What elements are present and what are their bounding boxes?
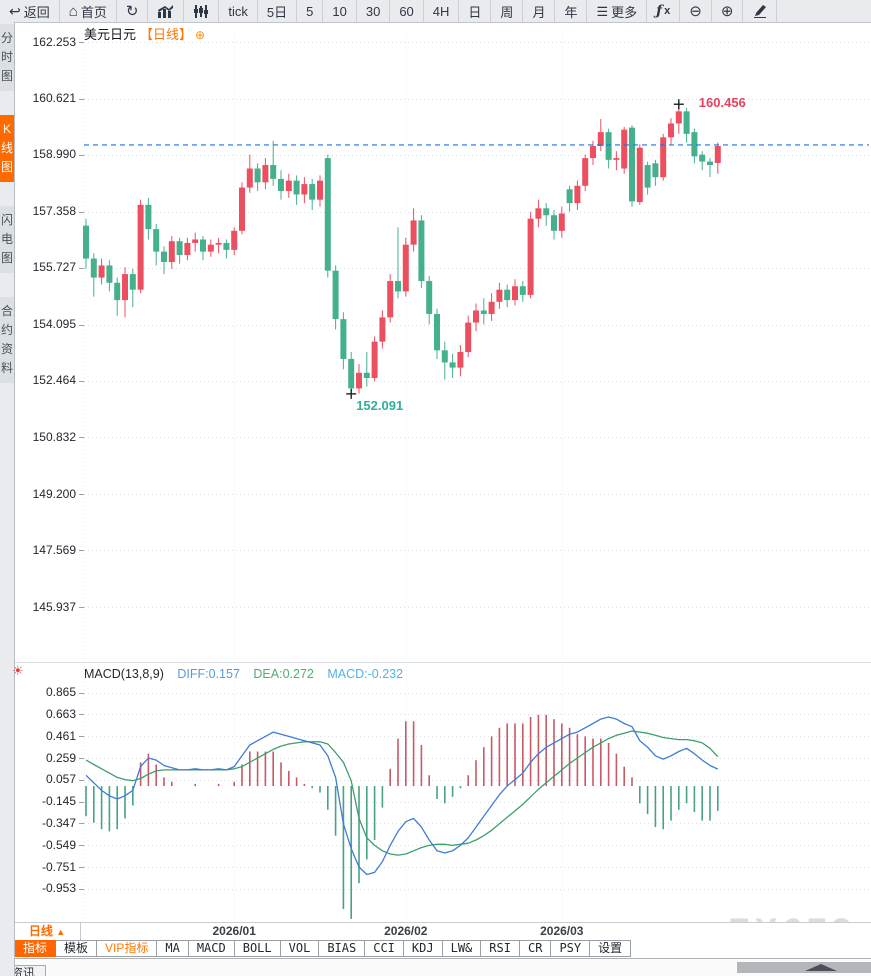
toolbar-home-button[interactable]: ⌂ 首页: [60, 0, 117, 22]
indicator-tab-指标[interactable]: 指标: [14, 940, 57, 957]
scroll-up-arrow-icon[interactable]: [805, 964, 837, 971]
add-compare-icon[interactable]: ⊕: [195, 28, 206, 42]
period-selector[interactable]: 日线 ▲: [14, 923, 81, 940]
macd-axis-label: 0.259: [45, 750, 76, 765]
sidebar-tab-item[interactable]: 闪电图: [0, 206, 14, 273]
date-axis-label: 2026/02: [384, 924, 428, 938]
price-axis-label: 145.937: [32, 599, 76, 614]
toolbar-day-button[interactable]: 日: [459, 0, 492, 22]
price-axis-label: 154.095: [32, 317, 76, 331]
period-selector-label: 日线: [28, 924, 53, 938]
indicator-tab-psy[interactable]: PSY: [551, 940, 591, 957]
price-axis-label: 157.358: [32, 204, 76, 218]
toolbar-h4-button[interactable]: 4H: [424, 0, 460, 22]
toolbar-m10-button[interactable]: 10: [323, 0, 357, 22]
toolbar-5d-button[interactable]: 5日: [258, 0, 298, 22]
macd-axis-label: -0.145: [41, 794, 76, 809]
sidebar-tab-item[interactable]: 合约资料: [0, 297, 14, 383]
high-price-annotation: 160.456: [698, 95, 746, 111]
period-selector-arrow-icon: ▲: [56, 927, 66, 937]
price-axis-label: 155.727: [32, 260, 76, 275]
toolbar-draw-icon[interactable]: [743, 0, 778, 22]
toolbar-month-button[interactable]: 月: [523, 0, 556, 22]
top-toolbar: ↩ 返回 ⌂ 首页 ↻ tick 5日 5 10 30 60 4H 日周月年 ☰ 更多 ƒ x ⊖ ⊕: [0, 0, 871, 23]
toolbar-zoom-out-icon[interactable]: ⊖: [680, 0, 712, 22]
macd-axis-label: -0.347: [41, 815, 76, 830]
indicator-tab-macd[interactable]: MACD: [188, 940, 235, 957]
indicator-tab-cci[interactable]: CCI: [365, 940, 404, 957]
sidebar-tab-item[interactable]: 分时图: [0, 24, 14, 91]
price-axis-label: 147.569: [32, 542, 76, 557]
macd-axis-label: -0.751: [41, 859, 76, 874]
indicator-tab-vol[interactable]: VOL: [280, 940, 320, 957]
indicator-tab-kdj[interactable]: KDJ: [403, 940, 443, 957]
chart-title: 美元日元 【日线】 ⊕: [84, 24, 205, 43]
toolbar-m30-button[interactable]: 30: [357, 0, 391, 22]
macd-dea-value: DEA:0.272: [253, 667, 314, 681]
toolbar-more-button[interactable]: ☰ 更多: [587, 0, 648, 22]
toolbar-kline-icon[interactable]: [184, 0, 220, 22]
toolbar-trend-icon[interactable]: [148, 0, 185, 22]
macd-macd-value: MACD:-0.232: [327, 667, 404, 681]
indicator-tab-vip指标[interactable]: VIP指标: [97, 940, 158, 957]
sun-marker-icon[interactable]: ☀: [12, 663, 24, 678]
indicator-tab-bar: 指标 模板 VIP指标 MA MACD BOLL VOL BIAS CCI KDJ LW& RSI CR…: [14, 940, 871, 958]
symbol-name: 美元日元: [84, 27, 137, 42]
toolbar-zoom-in-icon[interactable]: ⊕: [712, 0, 744, 22]
macd-axis-label: 0.865: [45, 685, 76, 700]
price-axis-label: 150.832: [32, 429, 76, 444]
macd-diff-value: DIFF:0.157: [177, 667, 240, 681]
toolbar-back-button[interactable]: ↩ 返回: [0, 0, 60, 22]
indicator-tab-rsi[interactable]: RSI: [481, 940, 520, 957]
indicator-tab-bias[interactable]: BIAS: [319, 940, 366, 957]
bottom-strip: 资讯: [0, 958, 871, 976]
price-axis-label: 160.621: [32, 91, 76, 105]
macd-axis-label: 0.663: [45, 706, 76, 721]
macd-params: MACD(13,8,9): [84, 667, 164, 681]
toolbar-m60-button[interactable]: 60: [390, 0, 424, 22]
price-axis-label: 152.464: [32, 373, 76, 388]
price-axis-label: 149.200: [32, 486, 76, 501]
macd-axis-label: -0.549: [41, 837, 76, 852]
date-axis-label: 2026/01: [212, 924, 256, 938]
price-axis-label: 158.990: [32, 147, 76, 162]
period-tag: 【日线】: [140, 27, 193, 42]
price-axis-label: 162.253: [32, 34, 76, 49]
indicator-tab-boll[interactable]: BOLL: [234, 940, 281, 957]
toolbar-m5-button[interactable]: 5: [297, 0, 324, 22]
indicator-tab-cr[interactable]: CR: [519, 940, 552, 957]
date-axis-label: 2026/03: [540, 924, 584, 938]
indicator-tab-ma[interactable]: MA: [157, 940, 189, 957]
toolbar-refresh-icon[interactable]: ↻: [117, 0, 149, 22]
toolbar-week-button[interactable]: 周: [491, 0, 524, 22]
indicator-tab-lw[interactable]: LW&: [442, 940, 482, 957]
date-axis-strip: 日线 ▲ 2026/01 2026/02 2026/03: [14, 922, 871, 941]
macd-axis-label: 0.057: [45, 772, 76, 787]
macd-axis-label: 0.461: [45, 728, 76, 743]
macd-axis-label: -0.953: [41, 881, 76, 896]
toolbar-tick-button[interactable]: tick: [219, 0, 258, 22]
indicator-tab-设置[interactable]: 设置: [590, 940, 632, 957]
indicator-tab-模板[interactable]: 模板: [56, 940, 98, 957]
macd-header: MACD(13,8,9) DIFF:0.157 DEA:0.272 MACD:-…: [84, 667, 403, 681]
toolbar-year-button[interactable]: 年: [555, 0, 588, 22]
low-price-annotation: 152.091: [356, 397, 404, 413]
horizontal-scrollbar[interactable]: [737, 962, 871, 973]
